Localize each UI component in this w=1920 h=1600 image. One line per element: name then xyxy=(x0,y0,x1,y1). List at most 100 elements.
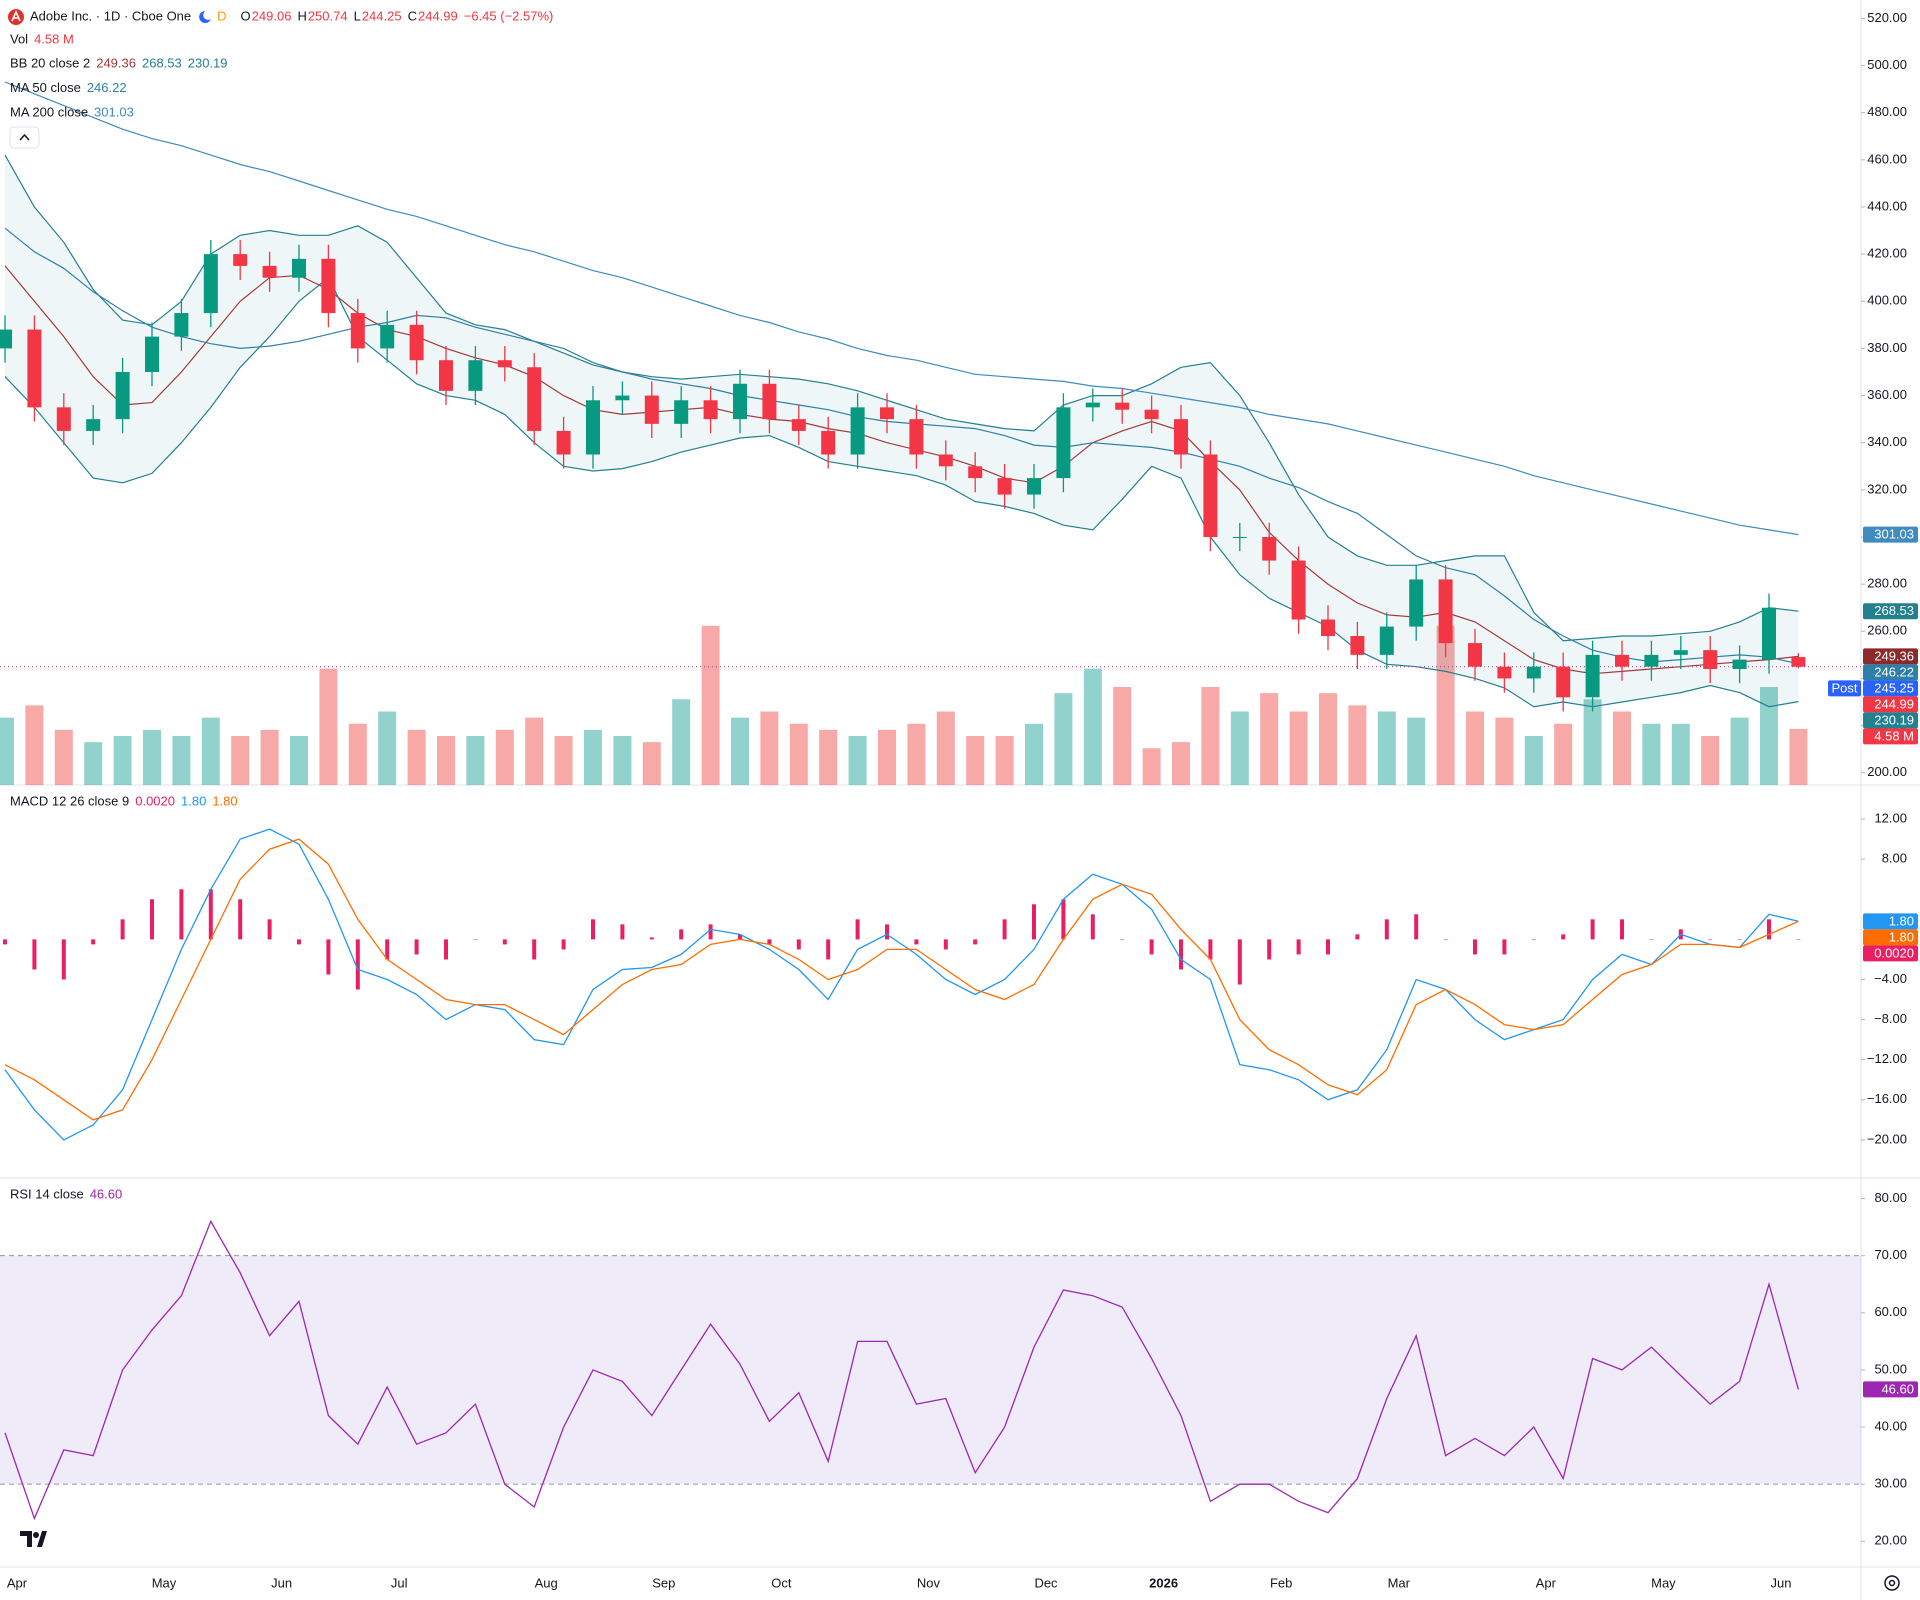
x-tick-label: Feb xyxy=(1270,1575,1292,1590)
candle-body xyxy=(1174,419,1188,455)
candle-body xyxy=(1556,666,1571,698)
legend-value: 4.58 M xyxy=(34,31,74,46)
y-tick-label: 12.00 xyxy=(1874,811,1907,826)
macd-histogram-bar xyxy=(1649,939,1654,940)
brand-logo-part xyxy=(37,1531,47,1547)
candle-body xyxy=(556,430,571,455)
volume-bar xyxy=(1613,711,1631,785)
volume-bar xyxy=(1142,748,1161,785)
candle-body xyxy=(1644,654,1659,667)
price-badge xyxy=(1863,945,1918,962)
candle-body xyxy=(1438,579,1453,644)
price-badge xyxy=(1863,913,1918,930)
volume-bar xyxy=(113,736,132,785)
legend-ohlc-key: C xyxy=(408,8,417,23)
macd-histogram-bar xyxy=(91,939,96,945)
volume-bar xyxy=(1524,736,1543,785)
legend-ohlc-key: O xyxy=(241,8,251,23)
macd-histogram-bar xyxy=(1384,919,1389,940)
volume-bar xyxy=(848,736,867,785)
price-badge xyxy=(1863,696,1918,713)
candle-body xyxy=(674,400,689,424)
macd-histogram-bar xyxy=(1796,939,1801,940)
settings-icon[interactable] xyxy=(1884,1575,1900,1591)
candle-body xyxy=(86,419,101,431)
macd-histogram-bar xyxy=(1767,919,1771,940)
macd-histogram-bar xyxy=(1561,934,1566,940)
candle-body xyxy=(115,371,130,420)
volume-bar xyxy=(1671,723,1690,785)
candle-body xyxy=(233,254,248,266)
macd-histogram-bar xyxy=(1590,919,1595,940)
candle-body xyxy=(791,419,806,431)
candle-body xyxy=(1703,650,1718,670)
brand-logo xyxy=(20,1531,47,1547)
volume-bar xyxy=(1348,705,1367,785)
legend-title: Adobe Inc. · 1D · Cboe One xyxy=(30,8,191,23)
volume-bar xyxy=(1760,687,1778,785)
y-tick-label: 440.00 xyxy=(1867,198,1907,213)
y-tick-label: 20.00 xyxy=(1874,1533,1907,1548)
candle-body xyxy=(468,360,483,391)
volume-bar xyxy=(1466,711,1484,785)
macd-histogram-bar xyxy=(767,939,772,945)
legend-value: 1.80 xyxy=(181,793,206,808)
candle-body xyxy=(1056,407,1071,479)
settings-button[interactable] xyxy=(1884,1575,1900,1591)
macd-histogram-bar xyxy=(32,939,37,970)
volume-bar xyxy=(1319,693,1337,785)
x-tick-label: Apr xyxy=(1536,1575,1557,1590)
legend-ohlc-value: 244.99 xyxy=(418,8,458,23)
macd-histogram-bar xyxy=(532,939,537,960)
candle-body xyxy=(1379,626,1394,655)
bollinger-lower xyxy=(4,276,1799,708)
macd-histogram-bar xyxy=(473,939,478,940)
y-tick-label: 460.00 xyxy=(1867,151,1907,166)
volume-bar xyxy=(819,729,838,785)
y-tick-label: −16.00 xyxy=(1867,1091,1907,1106)
x-tick-label: Sep xyxy=(652,1575,675,1590)
y-tick-label: −20.00 xyxy=(1867,1131,1907,1146)
candle-body xyxy=(350,313,365,349)
x-tick-label: May xyxy=(152,1575,177,1590)
legend-value: 268.53 xyxy=(142,56,182,71)
volume-bar xyxy=(1495,717,1514,785)
volume-bar xyxy=(1025,723,1043,785)
macd-histogram-bar xyxy=(3,939,7,945)
macd-histogram-bar xyxy=(855,919,860,940)
candle-body xyxy=(1350,636,1365,655)
candle-body xyxy=(1526,666,1541,679)
collapse-button-frame[interactable] xyxy=(9,126,40,149)
settings-icon-core xyxy=(1888,1579,1896,1587)
collapse-button[interactable] xyxy=(9,126,40,149)
candle-body xyxy=(203,254,218,314)
candle-body xyxy=(1673,650,1688,655)
y-tick-label: −8.00 xyxy=(1874,1011,1907,1026)
volume-bar xyxy=(995,736,1014,785)
candle-body xyxy=(497,360,512,368)
volume-bar xyxy=(672,699,691,785)
x-tick-label: Apr xyxy=(7,1575,28,1590)
volume-bar xyxy=(407,729,426,785)
price-badge xyxy=(1863,712,1918,729)
legend-label: MA 200 close xyxy=(10,104,88,119)
legend-label: BB 20 close 2 xyxy=(10,56,90,71)
volume-bar xyxy=(701,625,720,785)
moving-average xyxy=(4,227,1799,665)
volume-bar xyxy=(1289,711,1308,785)
macd-histogram-bar xyxy=(1208,939,1213,960)
macd-histogram-bar xyxy=(208,889,213,940)
candle-body xyxy=(262,265,277,278)
rsi-band xyxy=(0,1255,1861,1485)
price-badge-label: 245.25 xyxy=(1874,680,1914,695)
volume-bar xyxy=(1407,717,1426,785)
price-badge-label: 249.36 xyxy=(1874,648,1914,663)
candle-body xyxy=(821,430,836,455)
macd-histogram-bar xyxy=(1120,939,1125,940)
candle-body xyxy=(909,419,924,455)
volume-bar xyxy=(54,729,73,785)
macd-histogram-bar xyxy=(591,919,595,940)
price-badge-label: 1.80 xyxy=(1889,929,1914,944)
legend-label: Vol xyxy=(10,31,28,46)
